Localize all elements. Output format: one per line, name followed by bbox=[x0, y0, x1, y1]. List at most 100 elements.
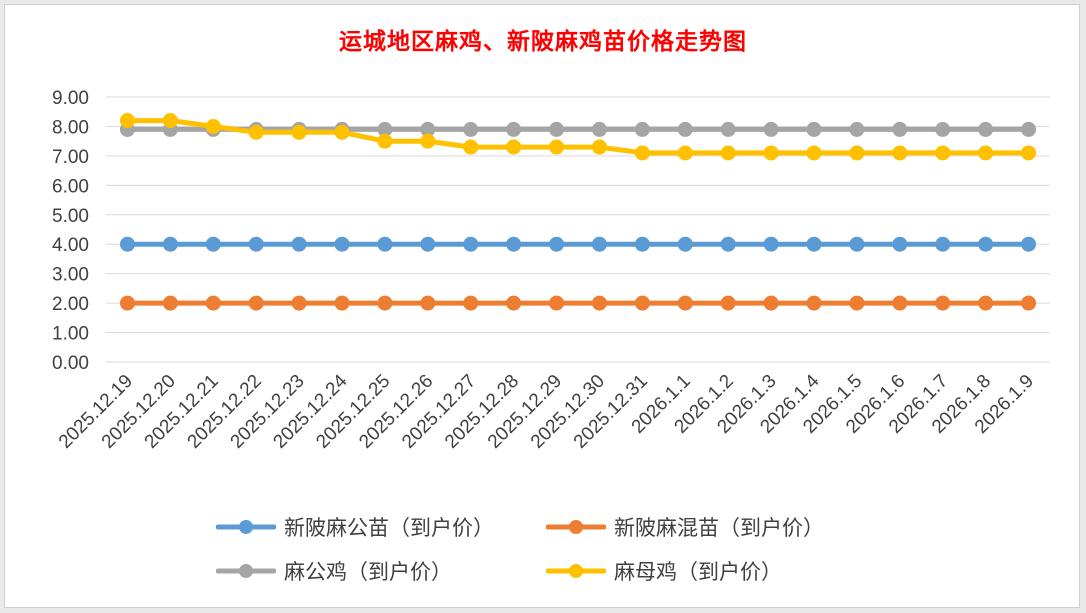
legend-item-series-1: 新陂麻混苗（到户价） bbox=[546, 512, 876, 542]
data-point-series-1 bbox=[549, 295, 565, 311]
data-point-series-0 bbox=[334, 236, 350, 252]
data-point-series-1 bbox=[420, 295, 436, 311]
data-point-series-0 bbox=[549, 236, 565, 252]
data-point-series-3 bbox=[549, 139, 565, 155]
series-points bbox=[119, 113, 1037, 311]
legend: 新陂麻公苗（到户价） 新陂麻混苗（到户价） 麻公鸡（到户价） 麻母鸡（到户价） bbox=[216, 512, 896, 586]
data-point-series-2 bbox=[763, 121, 779, 137]
data-point-series-2 bbox=[377, 121, 393, 137]
data-point-series-1 bbox=[1021, 295, 1037, 311]
data-point-series-1 bbox=[677, 295, 693, 311]
data-point-series-3 bbox=[463, 139, 479, 155]
data-point-series-0 bbox=[935, 236, 951, 252]
data-point-series-0 bbox=[119, 236, 135, 252]
data-point-series-0 bbox=[892, 236, 908, 252]
data-point-series-1 bbox=[162, 295, 178, 311]
data-point-series-3 bbox=[978, 145, 994, 161]
data-point-series-3 bbox=[763, 145, 779, 161]
y-tick-label: 3.00 bbox=[52, 265, 89, 286]
data-point-series-1 bbox=[591, 295, 607, 311]
data-point-series-1 bbox=[978, 295, 994, 311]
y-tick-label: 0.00 bbox=[52, 353, 89, 374]
data-point-series-0 bbox=[291, 236, 307, 252]
data-point-series-1 bbox=[763, 295, 779, 311]
data-point-series-1 bbox=[463, 295, 479, 311]
data-point-series-2 bbox=[420, 121, 436, 137]
y-tick-label: 7.00 bbox=[52, 147, 89, 168]
legend-item-series-0: 新陂麻公苗（到户价） bbox=[216, 512, 546, 542]
y-tick-label: 9.00 bbox=[52, 88, 89, 109]
data-point-series-3 bbox=[420, 133, 436, 149]
data-point-series-1 bbox=[334, 295, 350, 311]
data-point-series-0 bbox=[806, 236, 822, 252]
legend-label-series-2: 麻公鸡（到户价） bbox=[284, 560, 452, 584]
data-point-series-1 bbox=[634, 295, 650, 311]
data-point-series-1 bbox=[892, 295, 908, 311]
data-point-series-1 bbox=[935, 295, 951, 311]
y-tick-label: 8.00 bbox=[52, 117, 89, 138]
data-point-series-1 bbox=[720, 295, 736, 311]
data-point-series-2 bbox=[591, 121, 607, 137]
series-line-3 bbox=[125, 118, 1031, 156]
data-point-series-3 bbox=[334, 124, 350, 140]
legend-label-series-1: 新陂麻混苗（到户价） bbox=[614, 516, 824, 540]
data-point-series-2 bbox=[463, 121, 479, 137]
legend-swatch-series-3 bbox=[546, 564, 606, 578]
data-point-series-0 bbox=[634, 236, 650, 252]
y-tick-label: 6.00 bbox=[52, 176, 89, 197]
data-point-series-0 bbox=[162, 236, 178, 252]
legend-label-series-3: 麻母鸡（到户价） bbox=[614, 560, 782, 584]
data-point-series-2 bbox=[549, 121, 565, 137]
data-point-series-3 bbox=[806, 145, 822, 161]
legend-item-series-3: 麻母鸡（到户价） bbox=[546, 556, 876, 586]
data-point-series-1 bbox=[205, 295, 221, 311]
data-point-series-1 bbox=[506, 295, 522, 311]
y-tick-label: 5.00 bbox=[52, 206, 89, 227]
data-point-series-3 bbox=[849, 145, 865, 161]
data-point-series-0 bbox=[720, 236, 736, 252]
data-point-series-2 bbox=[935, 121, 951, 137]
data-point-series-2 bbox=[1021, 121, 1037, 137]
data-point-series-2 bbox=[849, 121, 865, 137]
data-point-series-0 bbox=[849, 236, 865, 252]
data-point-series-0 bbox=[463, 236, 479, 252]
data-point-series-0 bbox=[677, 236, 693, 252]
legend-swatch-series-2 bbox=[216, 564, 276, 578]
legend-swatch-series-0 bbox=[216, 520, 276, 534]
data-point-series-2 bbox=[806, 121, 822, 137]
data-point-series-2 bbox=[978, 121, 994, 137]
data-point-series-3 bbox=[291, 124, 307, 140]
data-point-series-0 bbox=[506, 236, 522, 252]
data-point-series-0 bbox=[420, 236, 436, 252]
data-point-series-3 bbox=[634, 145, 650, 161]
data-point-series-1 bbox=[291, 295, 307, 311]
data-point-series-0 bbox=[1021, 236, 1037, 252]
data-point-series-3 bbox=[162, 113, 178, 129]
data-point-series-3 bbox=[720, 145, 736, 161]
data-point-series-0 bbox=[978, 236, 994, 252]
data-point-series-3 bbox=[1021, 145, 1037, 161]
y-axis-ticks: 0.00 1.00 2.00 3.00 4.00 5.00 6.00 7.00 8.00 9.00 bbox=[52, 88, 89, 374]
data-point-series-1 bbox=[248, 295, 264, 311]
legend-swatch-series-1 bbox=[546, 520, 606, 534]
data-point-series-3 bbox=[935, 145, 951, 161]
data-point-series-1 bbox=[849, 295, 865, 311]
legend-item-series-2: 麻公鸡（到户价） bbox=[216, 556, 546, 586]
data-point-series-3 bbox=[377, 133, 393, 149]
data-point-series-3 bbox=[248, 124, 264, 140]
x-axis-ticks: 2025.12.192025.12.202025.12.212025.12.22… bbox=[55, 370, 1038, 452]
data-point-series-2 bbox=[892, 121, 908, 137]
data-point-series-2 bbox=[720, 121, 736, 137]
data-point-series-3 bbox=[892, 145, 908, 161]
grid-lines bbox=[106, 96, 1050, 363]
chart-title: 运城地区麻鸡、新陂麻鸡苗价格走势图 bbox=[339, 28, 747, 55]
series-lines bbox=[125, 118, 1031, 306]
data-point-series-0 bbox=[763, 236, 779, 252]
data-point-series-2 bbox=[634, 121, 650, 137]
data-point-series-3 bbox=[119, 113, 135, 129]
legend-label-series-0: 新陂麻公苗（到户价） bbox=[284, 516, 494, 540]
data-point-series-3 bbox=[205, 118, 221, 134]
data-point-series-1 bbox=[806, 295, 822, 311]
data-point-series-0 bbox=[377, 236, 393, 252]
